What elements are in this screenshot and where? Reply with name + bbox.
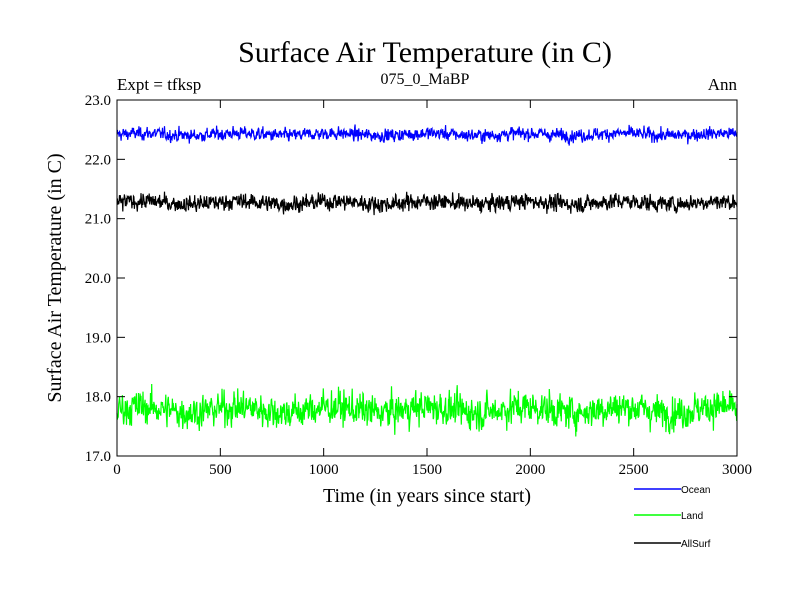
series-line-land <box>116 383 738 437</box>
y-tick-label: 22.0 <box>85 152 111 168</box>
x-tick-label: 500 <box>209 462 232 478</box>
y-tick-label: 17.0 <box>85 449 111 465</box>
x-tick-label: 0 <box>113 462 121 478</box>
legend-label-land: Land <box>681 511 703 522</box>
y-tick-label: 23.0 <box>85 93 111 109</box>
legend-label-allsurf: AllSurf <box>681 539 711 550</box>
x-axis-label: Time (in years since start) <box>323 485 531 507</box>
series-layer <box>116 124 738 437</box>
season-label: Ann <box>708 75 738 94</box>
chart-title: Surface Air Temperature (in C) <box>238 36 612 69</box>
x-tick-label: 1000 <box>309 462 339 478</box>
chart-subtitle: 075_0_MaBP <box>381 71 470 88</box>
x-tick-label: 1500 <box>412 462 442 478</box>
y-tick-label: 18.0 <box>85 390 111 406</box>
y-tick-label: 19.0 <box>85 330 111 346</box>
y-tick-label: 20.0 <box>85 271 111 287</box>
x-tick-label: 3000 <box>722 462 752 478</box>
ticks-layer: 0 500 1000 1500 2000 2500 3000 17.0 18.0 19.0 20.0… <box>85 93 752 478</box>
series-line-ocean <box>116 124 738 146</box>
x-tick-label: 2000 <box>515 462 545 478</box>
series-line-allsurf <box>116 191 738 216</box>
experiment-label: Expt = tfksp <box>117 75 201 94</box>
legend: Ocean Land AllSurf <box>634 485 711 550</box>
y-axis-label: Surface Air Temperature (in C) <box>44 153 66 402</box>
legend-label-ocean: Ocean <box>681 485 710 496</box>
y-tick-label: 21.0 <box>85 212 111 228</box>
x-tick-label: 2500 <box>619 462 649 478</box>
